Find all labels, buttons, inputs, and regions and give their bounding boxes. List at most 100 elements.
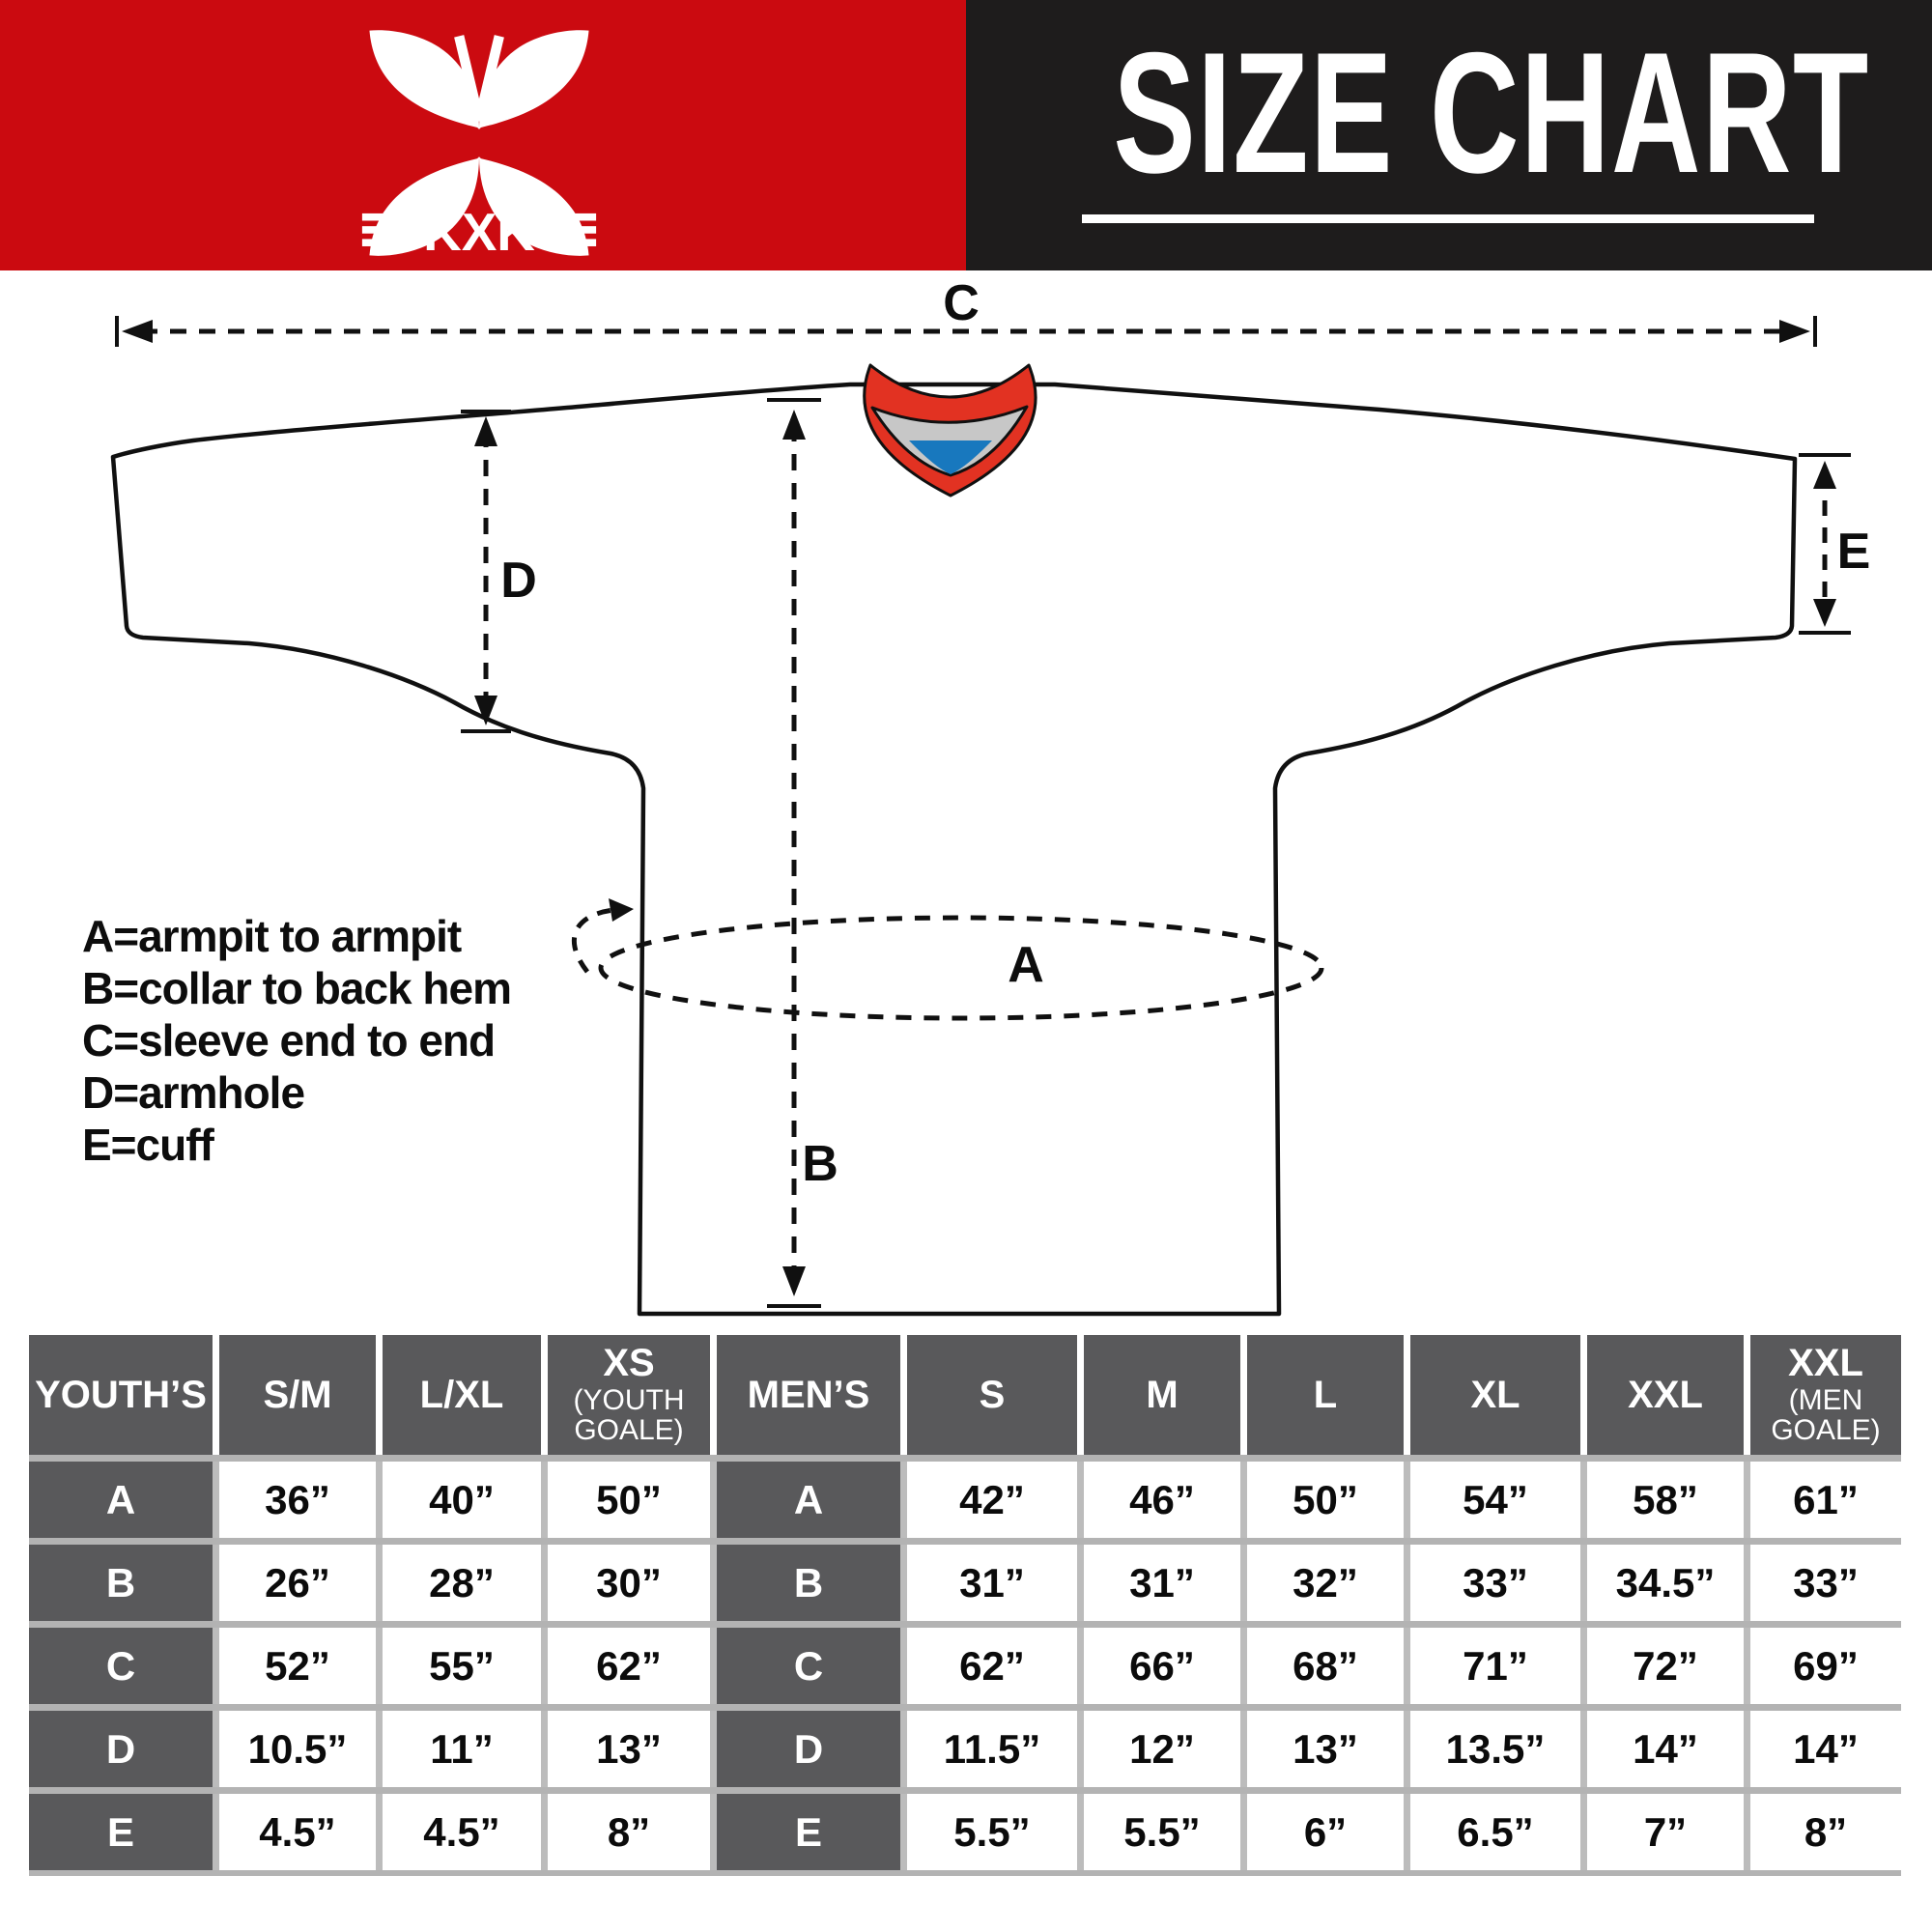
youth-value-cell: 52” <box>219 1628 376 1704</box>
mens-value-cell: 14” <box>1750 1711 1901 1787</box>
measure-D <box>461 410 511 733</box>
table-row: E 4.5” 4.5” 8” E 5.5” 5.5” 6” 6.5” 7” 8” <box>29 1794 1901 1870</box>
mens-value-cell: 34.5” <box>1587 1545 1744 1621</box>
youth-value-cell: 62” <box>548 1628 710 1704</box>
page-title: SIZE CHART <box>1113 16 1870 209</box>
mens-value-cell: 69” <box>1750 1628 1901 1704</box>
youth-header-cell: YOUTH’S <box>29 1335 213 1455</box>
mens-value-cell: 58” <box>1587 1462 1744 1538</box>
mens-size-header: XXL (MEN GOALE) <box>1750 1335 1901 1455</box>
kxk-logo-bars-right <box>555 213 597 246</box>
mens-value-cell: 32” <box>1247 1545 1404 1621</box>
legend-line: A=armpit to armpit <box>82 911 462 961</box>
label-A: A <box>1008 937 1044 993</box>
mens-header-cell: MEN’S <box>717 1335 900 1455</box>
measure-C <box>115 316 1817 347</box>
row-label-mens: D <box>717 1711 900 1787</box>
measure-A <box>571 898 1324 1021</box>
mens-value-cell: 50” <box>1247 1462 1404 1538</box>
row-label-mens: C <box>717 1628 900 1704</box>
kxk-logo: KXK <box>361 30 597 262</box>
table-row: C 52” 55” 62” C 62” 66” 68” 71” 72” 69” <box>29 1628 1901 1704</box>
mens-value-cell: 71” <box>1410 1628 1580 1704</box>
mens-size-header: XXL <box>1587 1335 1744 1455</box>
mens-value-cell: 54” <box>1410 1462 1580 1538</box>
youth-value-cell: 4.5” <box>219 1794 376 1870</box>
mens-value-cell: 5.5” <box>907 1794 1077 1870</box>
mens-value-cell: 13.5” <box>1410 1711 1580 1787</box>
row-label-mens: A <box>717 1462 900 1538</box>
mens-value-cell: 8” <box>1750 1794 1901 1870</box>
collar <box>863 363 1037 497</box>
label-B: B <box>802 1136 838 1192</box>
measure-B <box>767 398 821 1308</box>
row-label-mens: E <box>717 1794 900 1870</box>
youth-value-cell: 13” <box>548 1711 710 1787</box>
table-row: D 10.5” 11” 13” D 11.5” 12” 13” 13.5” 14” 14” <box>29 1711 1901 1787</box>
row-label-youth: C <box>29 1628 213 1704</box>
measurement-legend: A=armpit to armpit B=collar to back hem C=… <box>82 910 512 1171</box>
table-row: B 26” 28” 30” B 31” 31” 32” 33” 34.5” 33” <box>29 1545 1901 1621</box>
youth-value-cell: 8” <box>548 1794 710 1870</box>
youth-size-header: L/XL <box>383 1335 541 1455</box>
mens-value-cell: 66” <box>1084 1628 1240 1704</box>
mens-value-cell: 7” <box>1587 1794 1744 1870</box>
youth-size-header: XS (YOUTH GOALE) <box>548 1335 710 1455</box>
youth-value-cell: 10.5” <box>219 1711 376 1787</box>
youth-value-cell: 28” <box>383 1545 541 1621</box>
mens-value-cell: 11.5” <box>907 1711 1077 1787</box>
row-label-youth: D <box>29 1711 213 1787</box>
size-table: YOUTH’S S/M L/XL XS (YOUTH GOALE) MEN’S S M L XL X… <box>29 1335 1901 1876</box>
youth-value-cell: 4.5” <box>383 1794 541 1870</box>
title-underline <box>1082 214 1814 223</box>
legend-line: E=cuff <box>82 1120 214 1170</box>
brand-text: KXK <box>423 202 535 262</box>
header-black-panel: SIZE CHART <box>966 0 1932 270</box>
youth-size-header: S/M <box>219 1335 376 1455</box>
legend-line: B=collar to back hem <box>82 963 512 1013</box>
youth-value-cell: 50” <box>548 1462 710 1538</box>
header-red-panel: KXK <box>0 0 966 270</box>
youth-value-cell: 40” <box>383 1462 541 1538</box>
mens-value-cell: 62” <box>907 1628 1077 1704</box>
youth-value-cell: 36” <box>219 1462 376 1538</box>
youth-value-cell: 11” <box>383 1711 541 1787</box>
mens-value-cell: 72” <box>1587 1628 1744 1704</box>
mens-value-cell: 42” <box>907 1462 1077 1538</box>
measure-E <box>1799 453 1851 635</box>
legend-line: C=sleeve end to end <box>82 1015 496 1065</box>
mens-size-header: S <box>907 1335 1077 1455</box>
mens-size-header: M <box>1084 1335 1240 1455</box>
youth-value-cell: 30” <box>548 1545 710 1621</box>
mens-value-cell: 12” <box>1084 1711 1240 1787</box>
legend-line: D=armhole <box>82 1067 305 1118</box>
mens-value-cell: 68” <box>1247 1628 1404 1704</box>
jersey-measurement-diagram: C D A B E <box>110 275 1871 1317</box>
youth-value-cell: 55” <box>383 1628 541 1704</box>
mens-value-cell: 5.5” <box>1084 1794 1240 1870</box>
table-row: A 36” 40” 50” A 42” 46” 50” 54” 58” 61” <box>29 1462 1901 1538</box>
mens-size-header: XL <box>1410 1335 1580 1455</box>
label-E: E <box>1837 524 1871 580</box>
jersey-outline <box>110 382 1798 1317</box>
row-label-youth: A <box>29 1462 213 1538</box>
label-D: D <box>500 553 537 609</box>
mens-value-cell: 13” <box>1247 1711 1404 1787</box>
mens-value-cell: 6” <box>1247 1794 1404 1870</box>
mens-size-header: L <box>1247 1335 1404 1455</box>
row-label-youth: E <box>29 1794 213 1870</box>
label-C: C <box>943 275 980 331</box>
mens-value-cell: 6.5” <box>1410 1794 1580 1870</box>
mens-value-cell: 33” <box>1410 1545 1580 1621</box>
mens-value-cell: 33” <box>1750 1545 1901 1621</box>
row-label-mens: B <box>717 1545 900 1621</box>
mens-value-cell: 14” <box>1587 1711 1744 1787</box>
kxk-logo-bars-left <box>361 213 403 246</box>
row-label-youth: B <box>29 1545 213 1621</box>
mens-value-cell: 31” <box>1084 1545 1240 1621</box>
mens-value-cell: 46” <box>1084 1462 1240 1538</box>
table-header-row: YOUTH’S S/M L/XL XS (YOUTH GOALE) MEN’S S M L XL X… <box>29 1335 1901 1455</box>
mens-value-cell: 31” <box>907 1545 1077 1621</box>
mens-value-cell: 61” <box>1750 1462 1901 1538</box>
youth-value-cell: 26” <box>219 1545 376 1621</box>
